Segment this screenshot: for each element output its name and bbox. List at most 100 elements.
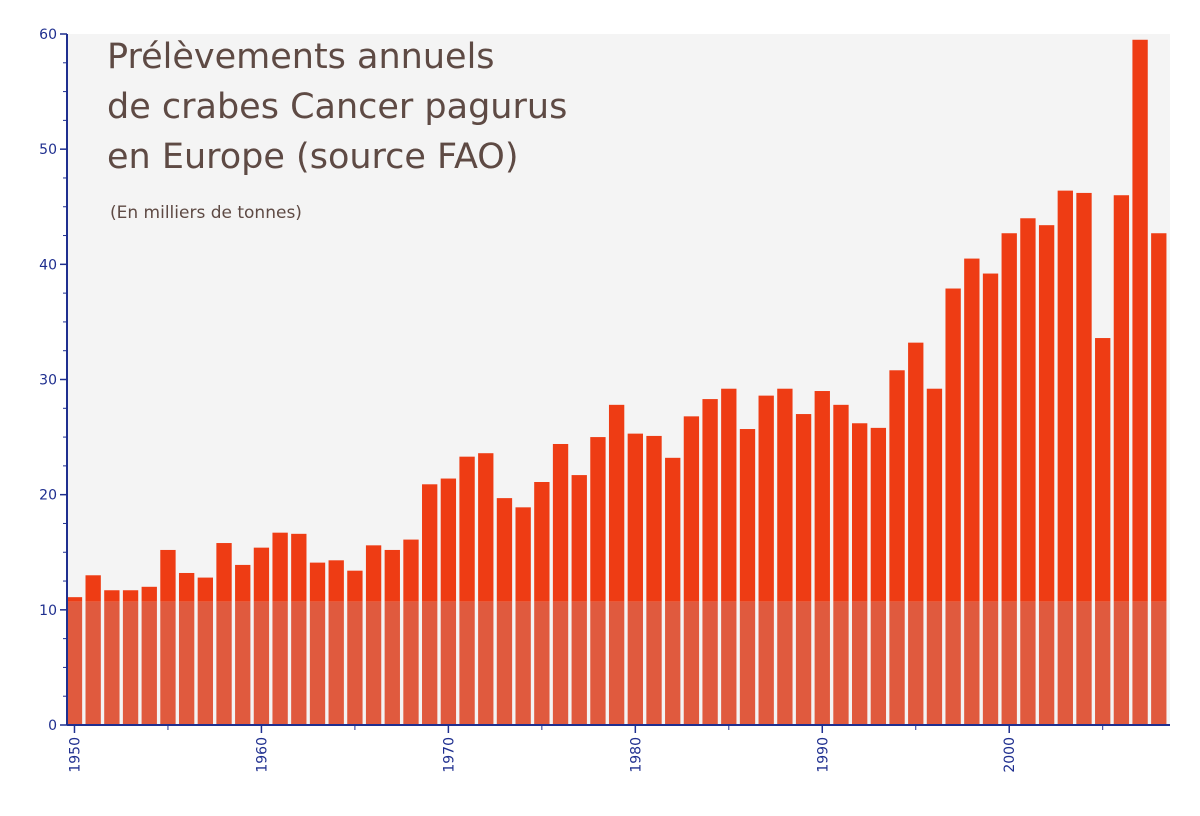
bar-1974 — [515, 507, 531, 725]
bar-1950-upper — [66, 597, 83, 602]
bar-1973-lower — [496, 601, 513, 725]
bar-1961 — [272, 532, 288, 725]
bar-1971-lower — [459, 601, 475, 725]
bar-1965-upper — [347, 570, 363, 602]
bar-1957-upper — [197, 577, 214, 602]
bar-2008-upper — [1151, 233, 1167, 602]
bar-2002-upper — [1038, 225, 1055, 602]
bar-1979 — [608, 404, 625, 725]
chart-title-line-2: de crabes Cancer pagurus — [107, 87, 567, 127]
bar-1998 — [964, 258, 980, 725]
bar-1982 — [665, 457, 681, 725]
chart-subtitle: (En milliers de tonnes) — [110, 203, 302, 223]
bar-1991 — [833, 404, 849, 725]
bar-1995-upper — [908, 342, 924, 602]
bar-1961-upper — [272, 532, 288, 602]
bar-1953-upper — [122, 590, 139, 602]
bar-1973-upper — [496, 498, 513, 602]
bar-1954-lower — [141, 601, 157, 725]
bar-2005-upper — [1095, 338, 1111, 602]
bar-1963-upper — [309, 562, 326, 602]
bar-1967-lower — [384, 601, 400, 725]
bar-2004 — [1076, 192, 1092, 725]
bar-1957 — [197, 577, 214, 725]
x-tick-label-2000: 2000 — [1002, 737, 1018, 773]
bar-1997-lower — [945, 601, 961, 725]
bar-1980-lower — [627, 601, 643, 725]
bar-1997 — [945, 288, 961, 725]
bar-1954-upper — [141, 586, 157, 602]
bar-1961-lower — [272, 601, 288, 725]
bar-1979-upper — [608, 404, 625, 602]
bar-1994 — [889, 370, 905, 725]
bar-1971 — [459, 456, 475, 725]
bar-2004-upper — [1076, 192, 1092, 602]
bar-2008-lower — [1151, 601, 1167, 725]
bar-1958-lower — [216, 601, 232, 725]
bar-1962-lower — [291, 601, 307, 725]
bar-1977-upper — [571, 475, 587, 602]
y-tick-label-50: 50 — [39, 142, 57, 158]
bar-1985-lower — [721, 601, 737, 725]
bar-1977 — [571, 475, 587, 725]
chart-title: Prélèvements annuels de crabes Cancer pa… — [107, 37, 567, 223]
bar-1965 — [347, 570, 363, 725]
bar-1981 — [646, 435, 662, 725]
bar-1966 — [365, 545, 382, 725]
bar-1958 — [216, 543, 232, 725]
bars-group — [66, 39, 1167, 725]
bar-1983 — [683, 416, 700, 725]
bar-1963 — [309, 562, 326, 725]
bar-1992-upper — [851, 423, 868, 602]
y-tick-label-60: 60 — [39, 27, 57, 43]
bar-1962 — [291, 533, 307, 725]
y-tick-label-20: 20 — [39, 488, 57, 504]
bar-1978 — [590, 437, 606, 725]
bar-2008 — [1151, 233, 1167, 725]
bar-1981-upper — [646, 435, 662, 602]
y-tick-label-30: 30 — [39, 373, 57, 389]
bar-1976 — [552, 443, 569, 725]
bar-1989-upper — [795, 414, 812, 602]
bar-1999-upper — [982, 273, 999, 602]
bar-1977-lower — [571, 601, 587, 725]
bar-1980-upper — [627, 433, 643, 602]
bar-1974-lower — [515, 601, 531, 725]
bar-1969 — [422, 484, 438, 725]
bar-1976-lower — [552, 601, 569, 725]
bar-1966-upper — [365, 545, 382, 602]
bar-2002-lower — [1038, 601, 1055, 725]
bar-1952-lower — [104, 601, 120, 725]
bar-2000-upper — [1001, 233, 1017, 602]
bar-1955-lower — [160, 601, 176, 725]
bar-1963-lower — [309, 601, 326, 725]
bar-2006-lower — [1113, 601, 1130, 725]
bar-1995 — [908, 342, 924, 725]
bar-1995-lower — [908, 601, 924, 725]
bar-1985 — [721, 388, 737, 725]
bar-1960 — [253, 547, 270, 725]
bar-1959-upper — [235, 564, 251, 602]
bar-1969-upper — [422, 484, 438, 602]
bar-1990 — [814, 391, 830, 725]
bar-1985-upper — [721, 388, 737, 602]
bar-1999-lower — [982, 601, 999, 725]
bar-1972 — [478, 453, 494, 725]
x-tick-label-1980: 1980 — [628, 737, 644, 773]
bar-1968-lower — [403, 601, 419, 725]
bar-2001 — [1020, 218, 1036, 725]
bar-2003 — [1057, 190, 1073, 725]
bar-1978-upper — [590, 437, 606, 602]
bar-1951-lower — [85, 601, 101, 725]
bar-1996-lower — [926, 601, 943, 725]
bar-1999 — [982, 273, 999, 725]
bar-1986 — [739, 429, 756, 725]
bar-1979-lower — [608, 601, 625, 725]
bar-2002 — [1038, 225, 1055, 725]
bar-1988-upper — [777, 388, 793, 602]
y-tick-label-40: 40 — [39, 257, 57, 273]
bar-1994-upper — [889, 370, 905, 602]
x-tick-label-1990: 1990 — [815, 737, 831, 773]
bar-1951 — [85, 575, 101, 725]
